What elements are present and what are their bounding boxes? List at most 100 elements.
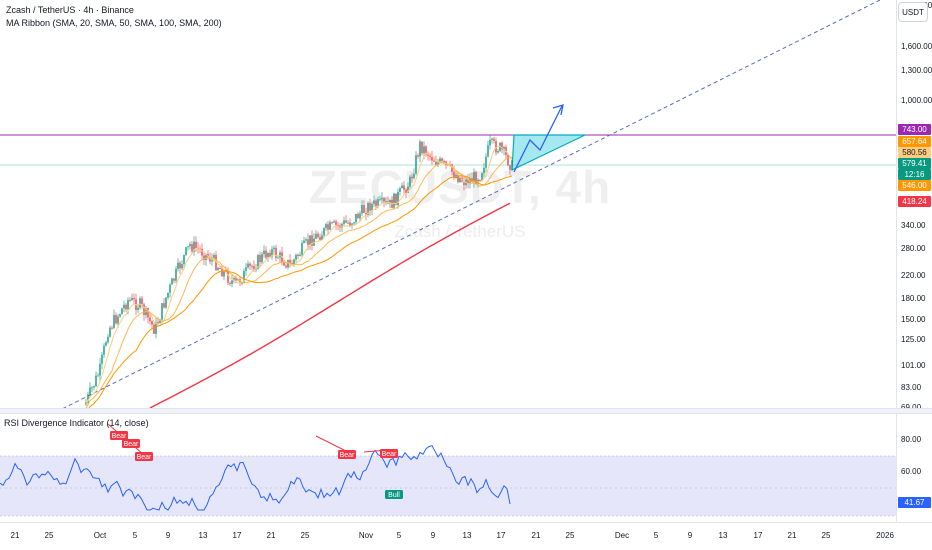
trendline — [62, 0, 881, 408]
pane-divider[interactable] — [0, 408, 932, 414]
rsi-band-tint — [0, 456, 896, 516]
candle-body — [417, 155, 419, 157]
time-tick-label: 25 — [565, 531, 575, 540]
candle-body — [401, 185, 403, 189]
ma-ribbon-legend[interactable]: MA Ribbon (SMA, 20, SMA, 50, SMA, 100, S… — [6, 18, 222, 28]
candle-body — [177, 262, 179, 269]
candle-body — [287, 259, 289, 268]
candle-body — [295, 254, 297, 260]
candle-body — [163, 303, 165, 308]
candle-body — [283, 262, 285, 266]
candle-body — [129, 299, 131, 301]
candle-body — [299, 254, 301, 256]
time-tick-label: Dec — [614, 531, 630, 540]
rsi-pane[interactable]: Bear Bear Bear Bear Bear Bull RSI Divergence … — [0, 414, 896, 522]
time-axis[interactable]: 21 25 Oct 5 9 13 17 21 25 Nov 5 9 13 17 21 25 Dec 5 9 13 17 2… — [0, 522, 932, 550]
candle-body — [341, 223, 343, 228]
candle-body — [123, 304, 125, 309]
candle-body — [419, 141, 421, 157]
candle-body — [185, 247, 187, 256]
price-tick-label: 180.00 — [901, 294, 926, 303]
candle-body — [237, 279, 239, 281]
candle-body — [363, 205, 365, 213]
main-chart-pane[interactable]: ZECUSDT, 4h Zcash / TetherUS Zcash / Tet… — [0, 0, 896, 408]
candle-body — [441, 158, 443, 162]
candle-body — [263, 250, 265, 255]
candle-body — [297, 254, 299, 256]
candle-body — [133, 297, 135, 300]
rsi-legend[interactable]: RSI Divergence Indicator (14, close) — [4, 418, 149, 428]
time-tick-label: 5 — [396, 531, 402, 540]
time-tick-label: 25 — [44, 531, 54, 540]
candle-body — [117, 316, 119, 324]
candle-body — [443, 161, 445, 163]
candle-body — [397, 191, 399, 206]
candle-body — [215, 254, 217, 271]
candle-body — [431, 155, 433, 161]
candle-body — [113, 315, 115, 328]
triangle-pattern — [511, 134, 586, 171]
candle-body — [219, 267, 221, 269]
candle-body — [175, 268, 177, 281]
rsi-current-value: 41.67 — [898, 497, 931, 508]
time-tick-label: 9 — [165, 531, 171, 540]
candle-body — [473, 172, 475, 182]
candlestick-chart[interactable] — [0, 0, 896, 408]
candle-body — [459, 177, 461, 183]
candle-body — [115, 315, 117, 324]
price-tag: 579.41 — [898, 158, 931, 169]
candle-body — [111, 327, 113, 329]
candle-body — [467, 179, 469, 185]
candle-body — [221, 268, 223, 277]
candle-body — [367, 202, 369, 215]
candle-body — [399, 188, 401, 192]
time-tick-label: 17 — [496, 531, 506, 540]
candle-body — [337, 224, 339, 226]
candle-body — [209, 257, 211, 262]
candle-body — [403, 185, 405, 190]
candle-body — [331, 222, 333, 224]
candle-body — [487, 145, 489, 157]
candle-body — [193, 241, 195, 252]
candle-body — [259, 255, 261, 263]
bear-signal-badge — [135, 452, 153, 461]
candle-body — [245, 267, 247, 271]
candle-body — [317, 233, 319, 238]
time-tick-label: 25 — [821, 531, 831, 540]
candle-body — [181, 264, 183, 269]
candle-body — [137, 307, 139, 310]
candle-body — [119, 314, 121, 317]
time-tick-label: 13 — [462, 531, 472, 540]
price-tick-label: 1,600.00 — [901, 42, 932, 51]
candle-body — [109, 327, 111, 337]
time-tick-label: Nov — [358, 531, 374, 540]
symbol-title[interactable]: Zcash / TetherUS · 4h · Binance — [6, 5, 134, 15]
candle-body — [169, 284, 171, 293]
candle-body — [319, 237, 321, 241]
candle-body — [161, 303, 163, 320]
candle-body — [121, 308, 123, 315]
candle-body — [153, 324, 155, 334]
currency-button[interactable]: USDT — [898, 2, 928, 22]
candle-body — [343, 220, 345, 224]
candle-body — [479, 179, 481, 181]
price-tag: 418.24 — [898, 196, 931, 207]
price-tag: 546.00 — [898, 180, 931, 191]
candle-body — [327, 224, 329, 230]
candle-body — [489, 139, 491, 146]
rsi-scale[interactable]: 80.00 60.00 41.67 — [896, 414, 932, 522]
rsi-tick-label: 80.00 — [901, 435, 922, 444]
rsi-line — [0, 445, 511, 511]
price-tick-label: 125.00 — [901, 335, 926, 344]
price-scale[interactable]: 2,000.001,600.001,300.001,000.00340.0028… — [896, 0, 932, 412]
candle-body — [125, 304, 127, 310]
time-tick-label: 25 — [300, 531, 310, 540]
bear-signal-badge — [380, 449, 398, 458]
bear-signal-badge — [338, 450, 356, 459]
candle-body — [195, 241, 197, 248]
candle-body — [147, 308, 149, 318]
candle-body — [275, 247, 277, 258]
candle-body — [103, 345, 105, 355]
candle-body — [497, 151, 499, 153]
